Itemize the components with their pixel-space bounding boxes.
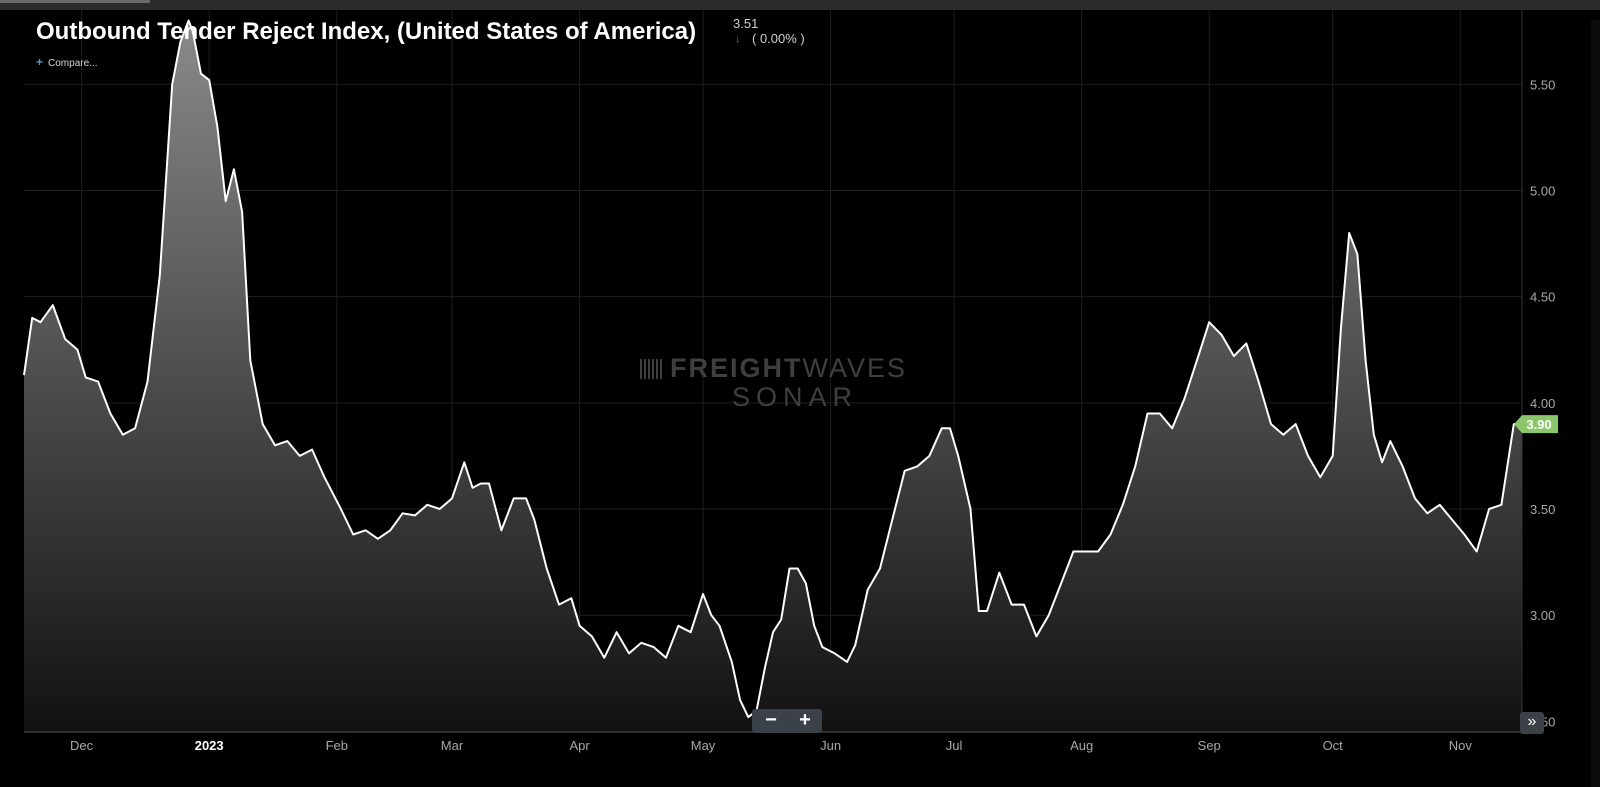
y-tick-label: 3.50 (1530, 502, 1555, 517)
y-tick-label: 5.50 (1530, 77, 1555, 92)
top-bar (0, 0, 1600, 10)
change-percent: ( 0.00% ) (752, 31, 805, 46)
y-tick-label: 4.00 (1530, 396, 1555, 411)
x-tick-label: Apr (569, 738, 590, 753)
x-tick-label: Feb (326, 738, 348, 753)
last-value-badge (1514, 415, 1558, 434)
chart-panel: 2.503.003.504.004.505.005.50Dec2023FebMa… (0, 10, 1600, 787)
zoom-controls: − + (752, 709, 822, 733)
x-tick-label: Nov (1449, 738, 1473, 753)
x-tick-label: May (691, 738, 716, 753)
x-tick-label: Mar (441, 738, 464, 753)
x-tick-label: 2023 (195, 738, 224, 753)
series-line (23, 19, 1522, 719)
x-tick-label: Dec (70, 738, 94, 753)
x-tick-label: Jul (946, 738, 963, 753)
y-tick-label: 5.00 (1530, 184, 1555, 199)
arrow-down-icon: ↓ (735, 33, 741, 45)
last-value: 3.51 (733, 16, 759, 31)
right-scrollbar[interactable] (1591, 20, 1600, 787)
chart-title: Outbound Tender Reject Index, (United St… (36, 18, 697, 45)
y-tick-label: 4.50 (1530, 290, 1555, 305)
zoom-in-button[interactable]: + (799, 709, 811, 731)
x-tick-label: Sep (1198, 738, 1221, 753)
top-bar-tab (0, 0, 150, 3)
x-tick-label: Aug (1070, 738, 1093, 753)
x-tick-label: Jun (820, 738, 841, 753)
x-tick-label: Oct (1323, 738, 1344, 753)
compare-label: Compare... (48, 58, 98, 69)
expand-chevrons-button[interactable]: » (1520, 712, 1544, 734)
last-value-badge-label: 3.90 (1526, 417, 1551, 432)
zoom-out-button[interactable]: − (765, 709, 777, 731)
plus-icon: + (36, 55, 44, 69)
chart-svg: 2.503.003.504.004.505.005.50Dec2023FebMa… (23, 10, 1558, 753)
series-area (24, 20, 1522, 733)
y-tick-label: 3.00 (1530, 608, 1555, 623)
compare-button[interactable]: + Compare... (36, 55, 97, 69)
